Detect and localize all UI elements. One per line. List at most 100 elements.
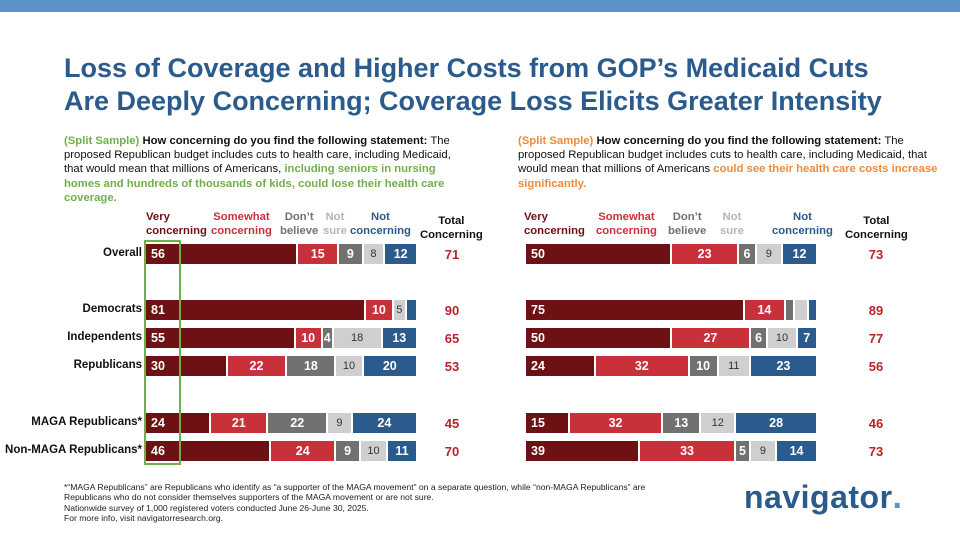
left-bar-value-label: 9	[346, 247, 354, 261]
right-header-not-concerning: Not concerning	[772, 210, 833, 238]
left-bar-somewhat-segment: 22	[227, 356, 288, 376]
right-bar-value-label: 5	[739, 444, 746, 458]
right-bar-not-sure-segment: 9	[750, 441, 778, 461]
right-bar-very-segment: 24	[526, 356, 597, 376]
left-question-highlight: including seniors in nursing homes and h…	[64, 163, 445, 204]
left-bar-value-label: 10	[301, 331, 316, 345]
right-bar-somewhat-segment: 23	[672, 244, 740, 264]
left-bar-dont-believe-segment: 9	[336, 441, 361, 461]
right-bar-value-label: 39	[531, 444, 545, 458]
right-header-dont-believe-line1: Don’t	[672, 211, 702, 223]
left-bar-value-label: 24	[151, 416, 165, 430]
row-label: Democrats	[82, 303, 142, 315]
right-bar-not-concerning-segment: 28	[736, 413, 818, 433]
left-bar-value-label: 15	[310, 247, 325, 261]
left-header-not-concerning-line1: Not	[371, 211, 390, 223]
right-bar-value-label: 10	[775, 332, 789, 344]
left-bar-very-segment: 24	[146, 413, 212, 433]
left-bar-value-label: 55	[151, 331, 165, 345]
right-bar-value-label: 11	[728, 360, 740, 372]
right-header-not-concerning-line1: Not	[793, 211, 812, 223]
right-header-somewhat-line1: Somewhat	[598, 211, 655, 223]
right-question-highlight: could see their health care costs increa…	[518, 163, 938, 190]
left-bar-somewhat-segment: 10	[366, 300, 394, 320]
left-header-not-concerning-line2: concerning	[350, 225, 411, 237]
right-total-concerning-value: 56	[868, 359, 884, 374]
right-bar-dont-believe-segment	[785, 300, 795, 320]
right-header-dont-believe-line2: believe	[668, 225, 707, 237]
left-bar-not-concerning-segment	[407, 300, 418, 320]
left-bar-somewhat-segment: 10	[295, 328, 323, 348]
right-bar-somewhat-segment: 27	[672, 328, 751, 348]
right-question-body: The proposed Republican budget includes …	[518, 135, 927, 176]
left-bar-not-sure-segment: 18	[333, 328, 383, 348]
right-total-concerning-value: 73	[868, 247, 884, 262]
right-bar-not-concerning-segment: 23	[750, 356, 818, 376]
left-total-concerning-value: 71	[444, 247, 460, 262]
left-bar-not-sure-segment: 10	[360, 441, 389, 461]
right-bar-very-segment: 75	[526, 300, 745, 320]
right-bar-not-concerning-segment: 7	[797, 328, 818, 348]
footnote-maga-definition: *“MAGA Republicans” are Republicans who …	[64, 482, 646, 503]
left-bar-not-concerning-segment: 13	[382, 328, 418, 348]
right-bar-very-segment: 50	[526, 244, 672, 264]
right-bar-dont-believe-segment: 6	[739, 244, 757, 264]
left-header-not-sure: Not sure	[323, 210, 347, 238]
right-bar-value-label: 14	[757, 303, 772, 317]
left-header-not-sure-line1: Not	[325, 211, 345, 223]
left-question-body: The proposed Republican budget includes …	[64, 135, 451, 176]
row-label: Republicans	[73, 359, 142, 371]
right-bar-value-label: 10	[696, 359, 711, 373]
left-bar-very-segment: 81	[146, 300, 367, 320]
right-header-total-line1: Total	[863, 215, 890, 227]
left-bar-value-label: 5	[396, 304, 403, 316]
right-question-tag: (Split Sample)	[518, 135, 594, 147]
left-bar-value-label: 9	[344, 444, 352, 458]
page-title: Loss of Coverage and Higher Costs from G…	[64, 52, 944, 118]
left-bar-somewhat-segment: 21	[211, 413, 269, 433]
left-bar-not-sure-segment: 9	[328, 413, 353, 433]
right-bar-not-concerning-segment: 14	[777, 441, 818, 461]
right-header-not-sure-line2: sure	[720, 225, 744, 237]
left-header-total-line2: Concerning	[420, 229, 483, 241]
right-bar-somewhat-segment: 33	[639, 441, 737, 461]
left-total-concerning-value: 45	[444, 416, 460, 431]
right-bar-value-label: 50	[531, 247, 545, 261]
left-bar-dont-believe-segment: 18	[287, 356, 337, 376]
right-total-concerning-value: 89	[868, 303, 884, 318]
left-bar-value-label: 22	[249, 359, 264, 373]
logo-text: navigator	[744, 479, 893, 515]
left-header-dont-believe-line2: believe	[280, 225, 319, 237]
right-bar-not-sure-segment: 9	[756, 244, 783, 264]
left-header-dont-believe: Don’t believe	[280, 210, 318, 238]
right-bar-value-label: 33	[680, 444, 694, 458]
left-bar-value-label: 24	[295, 444, 310, 458]
row-label: Non-MAGA Republicans*	[5, 444, 142, 456]
left-bar-value-label: 22	[290, 416, 305, 430]
left-bar-value-label: 18	[351, 332, 364, 344]
footnote-methodology: Nationwide survey of 1,000 registered vo…	[64, 502, 369, 513]
left-bar-value-label: 20	[382, 359, 397, 373]
left-bar-value-label: 81	[151, 303, 165, 317]
left-bar-value-label: 13	[392, 331, 407, 345]
left-bar-value-label: 46	[151, 444, 165, 458]
left-header-total-line1: Total	[438, 215, 465, 227]
title-line-2: Are Deeply Concerning; Coverage Loss Eli…	[64, 86, 882, 116]
left-bar-somewhat-segment: 24	[271, 441, 337, 461]
very-concerning-highlight-box	[144, 240, 181, 465]
right-bar-somewhat-segment: 14	[745, 300, 786, 320]
right-bar-value-label: 7	[803, 331, 811, 345]
left-bar-dont-believe-segment: 4	[322, 328, 334, 348]
right-bar-value-label: 15	[531, 416, 545, 430]
left-total-concerning-value: 90	[444, 303, 460, 318]
left-header-very: Very concerning	[146, 210, 207, 238]
footnote-more-info: For more info, visit navigatorresearch.o…	[64, 513, 224, 524]
right-bar-not-sure-segment	[794, 300, 810, 320]
right-header-very-line1: Very	[524, 211, 548, 223]
right-bar-value-label: 32	[634, 359, 649, 373]
right-bar-value-label: 12	[792, 247, 807, 261]
right-header-total: Total Concerning	[845, 214, 908, 242]
right-bar-value-label: 6	[743, 247, 751, 261]
right-bar-dont-believe-segment: 6	[750, 328, 769, 348]
left-bar-not-sure-segment: 8	[363, 244, 386, 264]
